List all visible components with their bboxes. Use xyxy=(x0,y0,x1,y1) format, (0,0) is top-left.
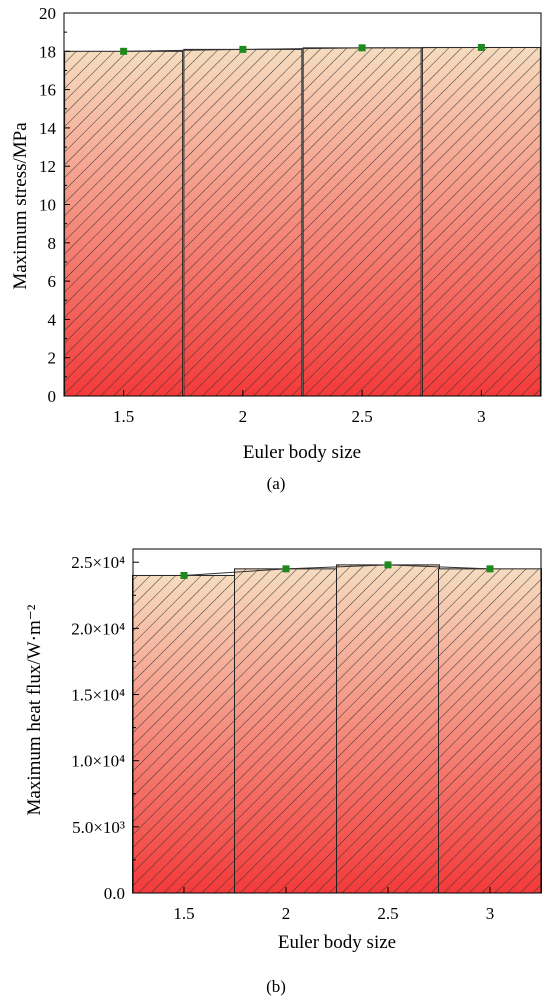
bar-hatch-2 xyxy=(183,48,303,397)
marker-2 xyxy=(239,45,247,53)
bars-a xyxy=(64,46,541,397)
y-tick-label: 14 xyxy=(39,119,57,138)
y-tick-label: 4 xyxy=(48,310,57,329)
y-tick-label: 0.0 xyxy=(104,884,125,903)
x-axis-title-b: Euler body size xyxy=(278,932,396,953)
plot-frame-b xyxy=(132,548,542,894)
x-tick-label: 1.5 xyxy=(173,904,194,923)
y-tick-label: 2.5×10⁴ xyxy=(71,553,125,572)
bar-hatch-3 xyxy=(421,46,541,397)
x-tick-label: 2.5 xyxy=(377,904,398,923)
marker-3 xyxy=(477,43,485,51)
bar-hatch-1.5 xyxy=(132,574,236,894)
y-axis-title-a: Maximum stress/MPa xyxy=(10,122,31,290)
x-axis-b: 1.5 2 2.5 3 xyxy=(173,887,494,923)
y-axis-b: 0.0 5.0×10³ 1.0×10⁴ 1.5×10⁴ 2.0×10⁴ 2.5×10⁴ xyxy=(71,553,139,903)
x-axis-title-a: Euler body size xyxy=(243,442,361,463)
panel-label-a: (a) xyxy=(267,474,286,493)
chart-panel-a: 0 2 4 6 8 10 12 14 16 18 20 1.5 2 2.5 3 Euler body si… xyxy=(10,4,542,493)
y-tick-label: 2 xyxy=(48,349,57,368)
bar-hatch-2.5 xyxy=(302,47,422,397)
y-tick-label: 2.0×10⁴ xyxy=(71,619,125,638)
y-tick-label: 5.0×10³ xyxy=(72,818,125,837)
marker-2.5 xyxy=(384,561,392,569)
chart-panel-b: 0.0 5.0×10³ 1.0×10⁴ 1.5×10⁴ 2.0×10⁴ 2.5×10⁴ 1… xyxy=(24,548,542,996)
y-tick-label: 6 xyxy=(48,272,57,291)
series-line-a xyxy=(123,46,482,52)
series-line xyxy=(183,564,491,576)
y-tick-label: 10 xyxy=(39,196,56,215)
bar-hatch-3 xyxy=(438,568,542,894)
series-line xyxy=(123,46,482,52)
y-tick-label: 1.0×10⁴ xyxy=(71,752,125,771)
x-tick-label: 3 xyxy=(477,407,486,426)
x-tick-label: 1.5 xyxy=(113,407,134,426)
marker-2.5 xyxy=(358,44,366,52)
y-tick-label: 12 xyxy=(39,157,56,176)
markers-a xyxy=(120,43,485,55)
x-axis-a: 1.5 2 2.5 3 xyxy=(113,390,486,426)
x-tick-label: 2 xyxy=(282,904,291,923)
bar-hatch-1.5 xyxy=(64,50,184,397)
marker-1.5 xyxy=(120,47,128,55)
marker-2 xyxy=(282,565,290,573)
y-tick-label: 20 xyxy=(39,4,56,23)
bar-hatch-2.5 xyxy=(336,564,440,894)
y-tick-label: 18 xyxy=(39,42,56,61)
markers-b xyxy=(180,561,494,579)
y-axis-a: 0 2 4 6 8 10 12 14 16 18 20 xyxy=(39,4,70,406)
marker-1.5 xyxy=(180,571,188,579)
x-tick-label: 3 xyxy=(486,904,495,923)
panel-label-b: (b) xyxy=(266,977,286,996)
y-tick-label: 16 xyxy=(39,81,56,100)
y-tick-label: 1.5×10⁴ xyxy=(71,686,125,705)
y-axis-title-b: Maximum heat flux/W·m⁻² xyxy=(24,604,45,815)
marker-3 xyxy=(486,565,494,573)
x-tick-label: 2 xyxy=(239,407,248,426)
x-tick-label: 2.5 xyxy=(352,407,373,426)
series-line-b xyxy=(183,564,491,576)
y-tick-label: 0 xyxy=(48,387,57,406)
bars-b xyxy=(132,564,542,894)
bar-hatch-2 xyxy=(234,568,338,894)
y-tick-label: 8 xyxy=(48,234,57,253)
